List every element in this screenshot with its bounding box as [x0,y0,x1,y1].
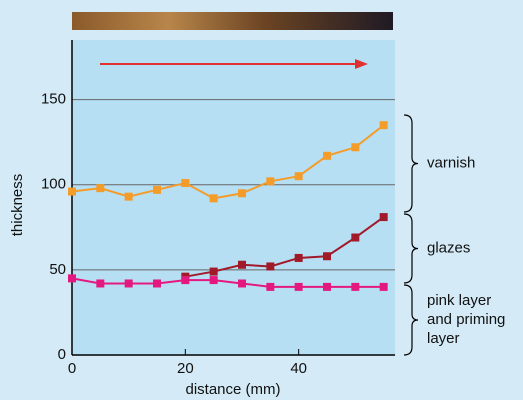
point [295,172,303,180]
point [238,261,246,269]
point [181,276,189,284]
point [238,189,246,197]
point [181,179,189,187]
point [68,188,76,196]
point [210,268,218,276]
x-tick-label: 20 [177,360,194,377]
annotation: layer [427,330,460,347]
point [380,121,388,129]
point [323,252,331,260]
annotation: varnish [427,154,475,171]
y-tick-label: 100 [41,176,66,193]
point [380,283,388,291]
y-tick-label: 0 [58,346,66,363]
point [153,186,161,194]
point [125,193,133,201]
point [266,177,274,185]
x-tick-label: 0 [68,360,76,377]
y-axis-label: thickness [9,174,26,237]
brace [404,115,418,212]
brace [404,214,418,283]
point [210,194,218,202]
point [238,279,246,287]
annotation: and priming [427,311,505,328]
point [295,254,303,262]
point [323,152,331,160]
point [295,283,303,291]
x-axis-label: distance (mm) [185,381,280,398]
point [323,283,331,291]
plot-area [72,40,395,355]
point [266,262,274,270]
annotation: pink layer [427,292,491,309]
point [125,279,133,287]
y-tick-label: 150 [41,91,66,108]
point [380,213,388,221]
point [266,283,274,291]
annotation: glazes [427,239,470,256]
chart: thickness distance (mm) 0 50 100 150 0 20 40 va… [0,0,523,400]
point [96,184,104,192]
point [351,143,359,151]
x-tick-label: 40 [290,360,307,377]
point [153,279,161,287]
brace [404,285,418,355]
point [351,283,359,291]
point [351,234,359,242]
y-tick-label: 50 [49,261,66,278]
point [210,276,218,284]
point [68,274,76,282]
point [96,279,104,287]
sample-strip [72,12,393,30]
